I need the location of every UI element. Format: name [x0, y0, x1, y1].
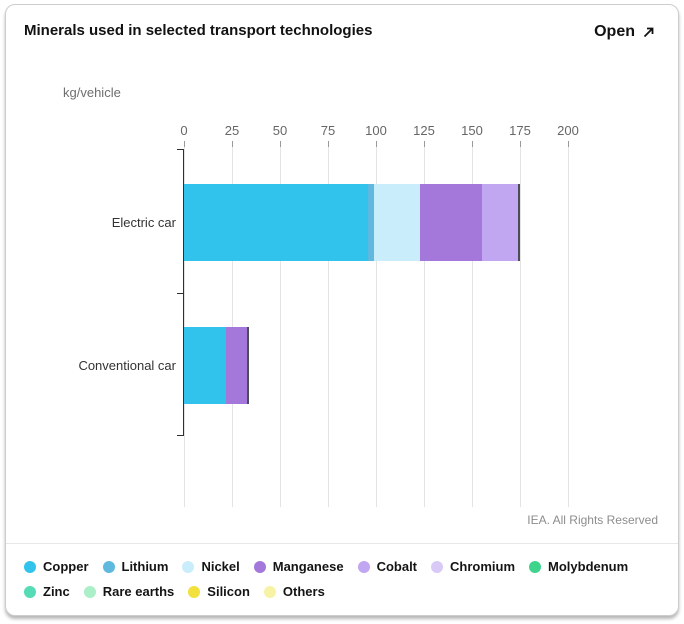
- legend-dot-cobalt: [357, 560, 370, 573]
- legend-label: Chromium: [450, 559, 516, 574]
- gridline: [424, 147, 425, 507]
- open-button[interactable]: Open: [590, 19, 660, 45]
- legend-item-copper[interactable]: Copper: [24, 559, 89, 574]
- legend-item-rare-earths[interactable]: Rare earths: [83, 584, 175, 599]
- legend-label: Silicon: [207, 584, 250, 599]
- copyright-text: IEA. All Rights Reserved: [527, 513, 658, 527]
- x-tick-label: 125: [413, 123, 435, 138]
- x-tick-label: 50: [272, 123, 288, 138]
- y-axis-line: [183, 149, 184, 436]
- y-axis-tick: [177, 149, 183, 150]
- legend-item-nickel[interactable]: Nickel: [182, 559, 240, 574]
- open-button-label: Open: [594, 23, 635, 40]
- legend-dot-zinc: [24, 585, 36, 598]
- legend-dot-chromium: [431, 560, 444, 573]
- legend-item-cobalt[interactable]: Cobalt: [357, 559, 418, 574]
- legend-dot-rare-earths: [83, 585, 96, 598]
- legend-dot-others: [263, 585, 276, 598]
- x-axis-tick: [568, 141, 569, 147]
- gridline: [376, 147, 377, 507]
- legend-label: Rare earths: [102, 584, 175, 599]
- legend-item-chromium[interactable]: Chromium: [431, 559, 515, 574]
- legend-dot-copper: [24, 560, 36, 573]
- legend-dot-silicon: [188, 585, 201, 598]
- chart-plot-area: 0 25 50 75 100 125 150 175 200 Electric car Conven…: [6, 5, 678, 545]
- chart-title: Minerals used in selected transport tech…: [24, 22, 373, 39]
- gridline: [520, 147, 521, 507]
- x-tick-label: 150: [461, 123, 483, 138]
- y-category-label: Conventional car: [78, 357, 176, 373]
- legend-dot-lithium: [102, 560, 115, 573]
- x-tick-label: 25: [224, 123, 240, 138]
- x-axis-tick: [232, 141, 233, 147]
- gridline: [472, 147, 473, 507]
- legend-dot-nickel: [182, 560, 195, 573]
- legend-label: Molybdenum: [548, 559, 629, 574]
- legend-label: Copper: [43, 559, 89, 574]
- bar-segment-nickel[interactable]: [374, 184, 421, 261]
- axis-unit-label: kg/vehicle: [63, 85, 121, 100]
- x-tick-label: 0: [180, 123, 188, 138]
- chart-legend: Copper Lithium Nickel Manganese Cobalt Chromi…: [24, 559, 666, 609]
- x-axis-tick: [280, 141, 281, 147]
- legend-label: Lithium: [121, 559, 169, 574]
- legend-item-manganese[interactable]: Manganese: [253, 559, 344, 574]
- x-tick-label: 100: [365, 123, 387, 138]
- x-axis-tick: [472, 141, 473, 147]
- bar-segment-lithium[interactable]: [368, 184, 375, 261]
- legend-label: Cobalt: [376, 559, 418, 574]
- bar-segment-manganese[interactable]: [226, 327, 250, 404]
- x-axis-tick: [520, 141, 521, 147]
- x-tick-label: 200: [557, 123, 579, 138]
- legend-item-others[interactable]: Others: [263, 584, 325, 599]
- y-axis-tick: [177, 435, 183, 436]
- legend-label: Others: [282, 584, 325, 599]
- legend-item-molybdenum[interactable]: Molybdenum: [529, 559, 628, 574]
- x-axis-tick: [376, 141, 377, 147]
- x-tick-label: 175: [509, 123, 531, 138]
- legend-divider: [6, 543, 678, 544]
- legend-item-lithium[interactable]: Lithium: [102, 559, 169, 574]
- x-tick-label: 75: [320, 123, 336, 138]
- legend-dot-manganese: [253, 560, 266, 573]
- y-category-label: Electric car: [111, 214, 176, 230]
- legend-dot-molybdenum: [529, 560, 542, 573]
- bar-segment-copper[interactable]: [184, 327, 227, 404]
- x-axis-tick: [184, 141, 185, 147]
- x-axis-tick: [424, 141, 425, 147]
- legend-item-zinc[interactable]: Zinc: [24, 584, 70, 599]
- bar-segment-copper[interactable]: [184, 184, 369, 261]
- legend-label: Zinc: [43, 584, 70, 599]
- legend-item-silicon[interactable]: Silicon: [188, 584, 250, 599]
- gridline: [280, 147, 281, 507]
- expand-arrow-icon: [641, 25, 656, 40]
- legend-label: Nickel: [201, 559, 240, 574]
- legend-label: Manganese: [272, 559, 344, 574]
- y-axis-tick: [177, 293, 183, 294]
- gridline: [328, 147, 329, 507]
- x-axis-tick: [328, 141, 329, 147]
- chart-card: Minerals used in selected transport tech…: [5, 4, 679, 616]
- bar-segment-manganese[interactable]: [420, 184, 482, 261]
- gridline: [568, 147, 569, 507]
- bar-segment-cobalt[interactable]: [481, 184, 520, 261]
